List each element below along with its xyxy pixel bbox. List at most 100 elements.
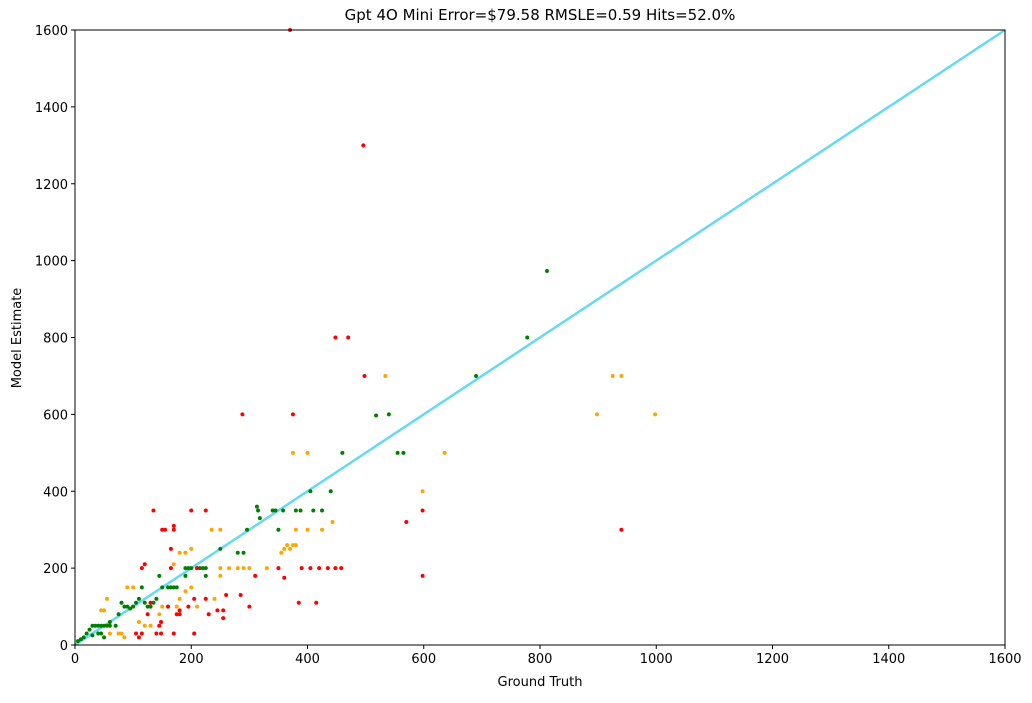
point xyxy=(151,508,156,513)
point xyxy=(166,604,170,609)
point xyxy=(192,596,197,601)
point xyxy=(119,600,124,605)
x-tick-label: 200 xyxy=(179,652,204,667)
point xyxy=(174,604,179,609)
point xyxy=(186,566,191,571)
point xyxy=(186,604,191,609)
point xyxy=(145,612,150,617)
y-tick-label: 600 xyxy=(43,408,68,423)
point xyxy=(166,585,170,590)
point xyxy=(102,635,107,640)
x-tick-label: 1000 xyxy=(640,652,673,667)
x-tick-label: 600 xyxy=(411,652,436,667)
point xyxy=(102,623,107,628)
point xyxy=(102,608,107,613)
y-axis-label: Model Estimate xyxy=(10,288,25,389)
point xyxy=(171,585,176,590)
point xyxy=(197,566,202,571)
point xyxy=(311,508,316,513)
point xyxy=(128,606,133,611)
point xyxy=(183,573,188,578)
point xyxy=(203,566,208,571)
point xyxy=(395,450,400,455)
point xyxy=(160,604,165,609)
point xyxy=(404,520,409,524)
point xyxy=(136,619,141,624)
point xyxy=(189,566,194,571)
point xyxy=(154,596,159,601)
point xyxy=(317,566,322,571)
point xyxy=(139,585,144,590)
point xyxy=(119,631,124,636)
point xyxy=(139,566,144,571)
point xyxy=(386,412,391,417)
point xyxy=(305,450,310,455)
point xyxy=(131,604,136,609)
point xyxy=(177,612,182,617)
point xyxy=(346,335,351,340)
point xyxy=(142,600,147,605)
point xyxy=(113,623,118,628)
point xyxy=(78,637,83,642)
point xyxy=(151,600,156,605)
x-axis-label: Ground Truth xyxy=(498,675,583,690)
point xyxy=(288,546,293,551)
point xyxy=(241,550,246,555)
point xyxy=(254,504,259,509)
point xyxy=(247,604,252,609)
point xyxy=(99,608,104,613)
point xyxy=(276,566,281,571)
point xyxy=(99,631,104,636)
point xyxy=(177,596,182,601)
x-tick-label: 0 xyxy=(71,652,79,667)
point xyxy=(171,523,176,528)
point xyxy=(333,566,338,571)
point xyxy=(160,585,165,590)
point xyxy=(240,412,245,417)
point xyxy=(420,573,425,578)
point xyxy=(374,413,379,418)
point xyxy=(224,593,229,598)
point xyxy=(218,573,223,578)
point xyxy=(177,550,182,555)
point xyxy=(142,623,147,628)
point xyxy=(125,604,130,609)
point xyxy=(122,604,127,609)
x-tick-label: 800 xyxy=(528,652,553,667)
y-tick-label: 1400 xyxy=(35,101,68,116)
point xyxy=(90,633,95,638)
point xyxy=(235,550,240,555)
point xyxy=(107,623,112,628)
point xyxy=(134,631,139,636)
point xyxy=(90,623,95,628)
point xyxy=(290,543,295,548)
point xyxy=(544,269,549,274)
point xyxy=(107,619,112,624)
point xyxy=(619,373,624,378)
point xyxy=(340,450,345,455)
point xyxy=(160,527,165,532)
x-tick-label: 1200 xyxy=(756,652,789,667)
point xyxy=(154,631,159,636)
point xyxy=(136,635,141,640)
point xyxy=(136,596,141,601)
point xyxy=(290,450,295,455)
point xyxy=(148,604,153,609)
point xyxy=(619,527,624,532)
point xyxy=(142,562,147,567)
point xyxy=(189,585,194,590)
y-tick-label: 1000 xyxy=(35,255,68,270)
point xyxy=(104,596,109,601)
point xyxy=(420,489,425,494)
point xyxy=(273,508,278,513)
point xyxy=(177,608,182,613)
point xyxy=(308,489,313,494)
point xyxy=(183,589,188,594)
point xyxy=(145,604,150,609)
point xyxy=(218,546,223,551)
point xyxy=(293,527,298,532)
point xyxy=(203,508,208,513)
point xyxy=(256,508,261,513)
point xyxy=(203,573,208,578)
point xyxy=(96,623,101,628)
